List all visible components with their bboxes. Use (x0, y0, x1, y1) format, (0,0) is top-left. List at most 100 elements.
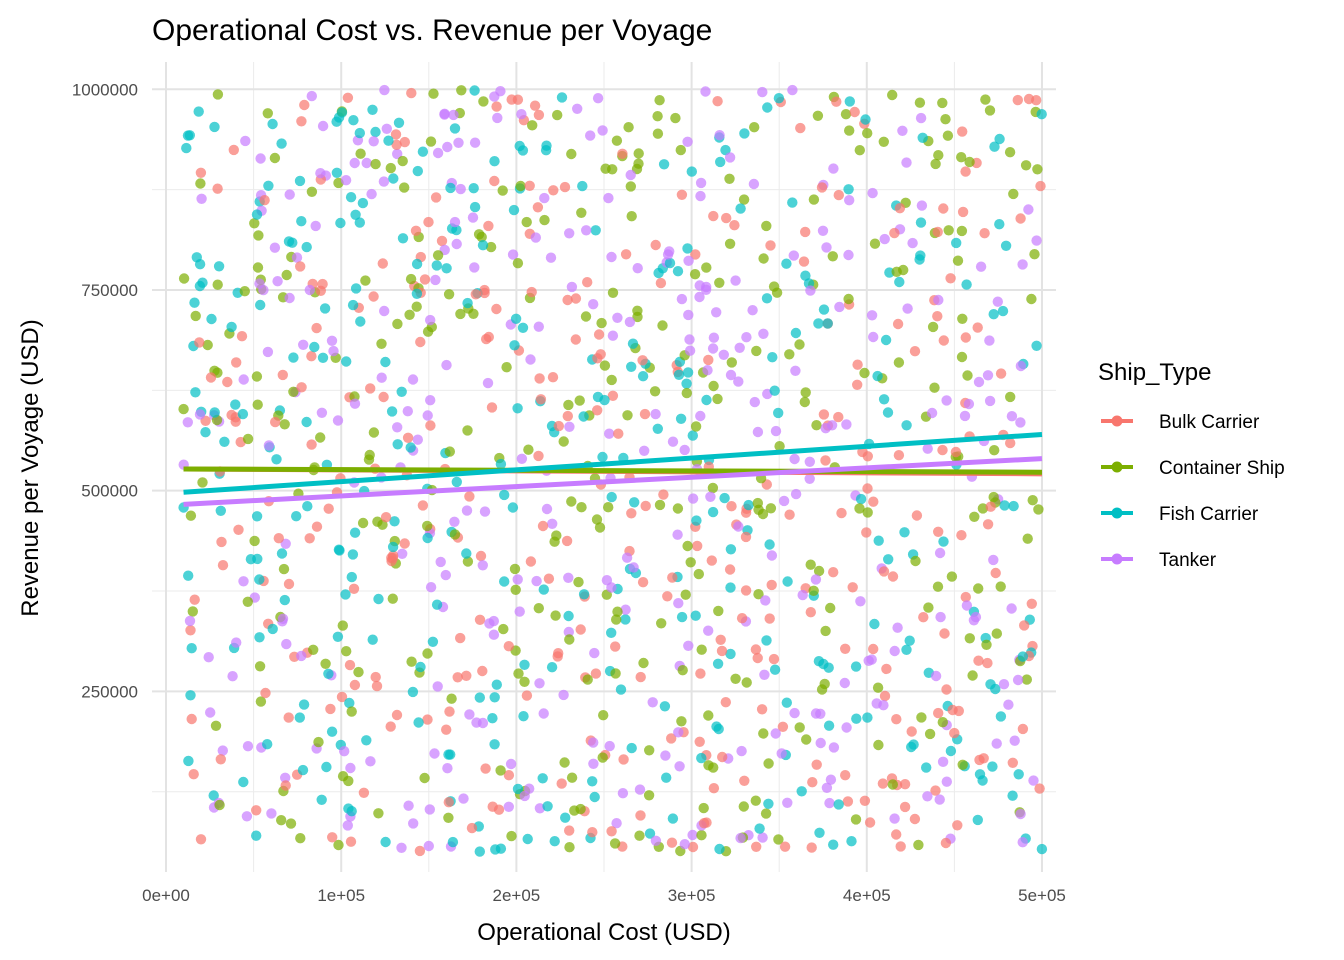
point-1 (757, 508, 769, 520)
point-3 (844, 195, 855, 206)
point-1 (428, 88, 439, 99)
point-2 (213, 261, 225, 272)
point-2 (972, 814, 983, 826)
point-3 (392, 148, 403, 160)
point-3 (194, 409, 206, 420)
point-1 (1004, 147, 1016, 158)
point-2 (519, 659, 530, 670)
point-3 (423, 840, 434, 852)
point-0 (639, 408, 651, 420)
point-3 (592, 93, 604, 104)
point-3 (804, 473, 815, 484)
point-2 (676, 611, 688, 623)
point-2 (997, 305, 1009, 317)
point-3 (451, 238, 462, 250)
point-3 (339, 746, 350, 757)
point-2 (461, 548, 472, 559)
point-2 (417, 146, 429, 157)
point-3 (432, 147, 444, 159)
point-3 (628, 562, 639, 573)
point-1 (622, 410, 633, 421)
point-2 (851, 713, 862, 724)
point-3 (922, 791, 933, 802)
point-1 (606, 374, 617, 386)
point-3 (724, 152, 736, 163)
point-3 (984, 335, 995, 346)
point-2 (252, 553, 263, 565)
point-1 (801, 734, 812, 745)
point-1 (765, 503, 777, 514)
point-1 (281, 269, 292, 281)
point-0 (820, 455, 831, 466)
point-2 (380, 836, 391, 848)
point-3 (604, 740, 615, 752)
point-3 (674, 761, 685, 772)
point-2 (316, 794, 327, 805)
point-2 (301, 241, 312, 253)
point-3 (530, 232, 541, 243)
point-0 (909, 346, 921, 357)
point-1 (187, 606, 198, 617)
legend-label: Container Ship (1159, 458, 1285, 479)
point-3 (901, 157, 912, 168)
point-2 (707, 506, 719, 518)
point-1 (564, 634, 575, 645)
point-1 (977, 503, 989, 514)
point-1 (862, 128, 873, 139)
point-1 (751, 345, 762, 357)
point-3 (736, 745, 747, 757)
point-2 (230, 399, 241, 410)
point-1 (443, 812, 454, 823)
point-3 (1015, 360, 1027, 372)
point-0 (1031, 95, 1042, 106)
point-1 (566, 772, 578, 783)
point-3 (449, 216, 461, 228)
point-2 (331, 167, 343, 178)
point-2 (725, 648, 736, 660)
point-3 (915, 112, 927, 124)
point-0 (406, 87, 417, 99)
point-1 (399, 182, 410, 193)
point-0 (941, 684, 952, 695)
point-3 (326, 335, 338, 346)
point-3 (340, 175, 352, 186)
point-1 (712, 393, 723, 405)
point-0 (777, 721, 789, 732)
point-2 (489, 156, 500, 167)
point-3 (975, 261, 987, 272)
point-2 (597, 451, 608, 463)
point-2 (990, 683, 1001, 695)
point-0 (195, 834, 207, 845)
point-3 (797, 589, 808, 601)
y-tick-label: 250000 (81, 682, 138, 701)
point-2 (711, 721, 722, 732)
point-3 (988, 554, 999, 566)
point-0 (752, 652, 763, 664)
point-1 (714, 277, 725, 288)
point-2 (355, 316, 366, 327)
point-1 (929, 382, 940, 393)
point-1 (964, 633, 975, 644)
point-2 (251, 511, 263, 522)
x-tick-label: 5e+05 (1018, 886, 1066, 905)
point-0 (430, 192, 442, 203)
point-2 (317, 352, 329, 363)
point-0 (534, 373, 545, 384)
point-3 (810, 574, 822, 585)
point-3 (866, 654, 877, 665)
point-3 (667, 436, 679, 447)
point-3 (439, 109, 450, 120)
point-1 (942, 130, 954, 141)
point-0 (559, 181, 571, 193)
point-3 (687, 829, 698, 841)
point-0 (1012, 94, 1023, 106)
point-1 (1032, 164, 1043, 175)
point-2 (894, 276, 905, 288)
point-3 (588, 737, 599, 748)
point-0 (957, 206, 969, 218)
point-3 (254, 278, 265, 289)
point-3 (296, 650, 307, 662)
point-1 (533, 603, 544, 614)
point-1 (559, 757, 570, 768)
point-3 (442, 141, 453, 153)
